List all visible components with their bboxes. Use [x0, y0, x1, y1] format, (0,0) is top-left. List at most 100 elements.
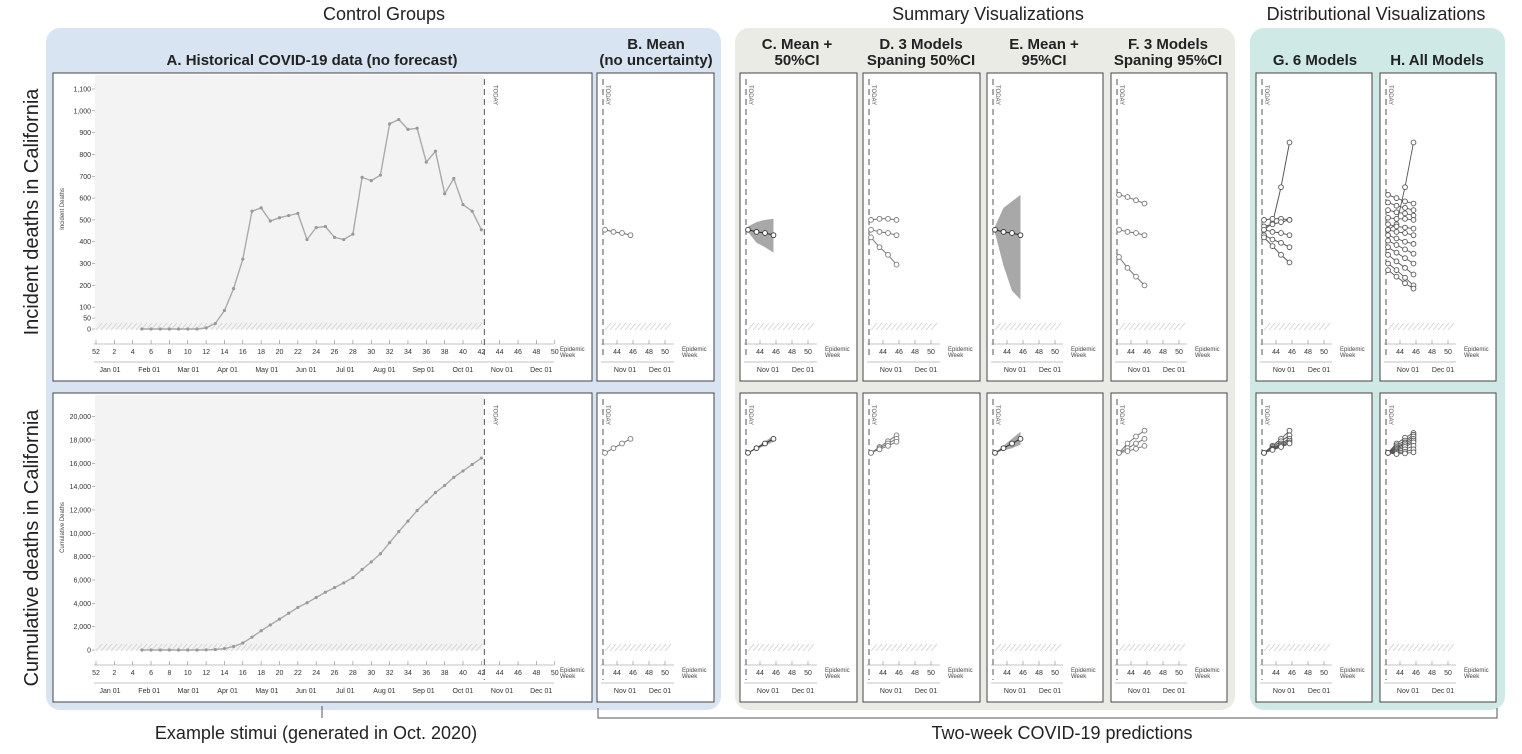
- history-point: [470, 462, 474, 467]
- x-tick-label: 50: [1051, 670, 1059, 677]
- x-tick-label: 18: [257, 670, 265, 677]
- history-point: [443, 483, 447, 488]
- model-12-point: [1410, 285, 1417, 292]
- model-8-point: [1410, 250, 1417, 257]
- hatch-line: [230, 322, 238, 331]
- model-1-line: [1118, 438, 1145, 454]
- epidemic-week-label-2: Week: [1195, 353, 1211, 359]
- model-8-point: [1402, 450, 1408, 457]
- x-tick-label: 48: [788, 670, 796, 677]
- x-tick-label: 34: [404, 670, 412, 677]
- hatch-line: [1303, 643, 1311, 652]
- model-3-point: [1261, 226, 1267, 233]
- hatch-line: [330, 643, 338, 652]
- hatch-line: [215, 322, 223, 331]
- x-tick-label: 50: [661, 349, 669, 356]
- month-label: Oct 01: [452, 367, 473, 374]
- hatch-line: [415, 643, 423, 652]
- hatch-line: [1034, 322, 1042, 331]
- y-axis-label: Cumulative Deaths: [60, 502, 66, 553]
- history-point: [158, 327, 162, 331]
- model-5-line: [1263, 443, 1290, 454]
- y-tick-label: 4,000: [73, 601, 91, 608]
- history-point: [140, 327, 144, 331]
- x-tick-label: 24: [312, 670, 320, 677]
- model-0-line: [1263, 142, 1290, 231]
- hatch-line: [455, 322, 463, 331]
- history-point: [314, 225, 318, 230]
- model-5-point: [1269, 447, 1276, 453]
- model-0-line: [1387, 142, 1414, 231]
- x-tick-label: 6: [149, 349, 153, 356]
- mean-point: [992, 226, 998, 233]
- model-3-point: [1393, 209, 1400, 216]
- x-tick-label: 44: [496, 670, 504, 677]
- hatch-line: [125, 322, 133, 331]
- history-region: [95, 75, 484, 329]
- hatch-line: [1268, 322, 1276, 331]
- model-4-line: [1263, 234, 1290, 248]
- hatch-line: [1387, 322, 1395, 331]
- model-6-line: [1387, 229, 1414, 236]
- mean-point: [992, 449, 998, 456]
- epidemic-week-label-1: Epidemic: [948, 347, 973, 353]
- hatch-line: [905, 322, 913, 331]
- model-5-point: [1393, 223, 1400, 230]
- history-point: [287, 611, 291, 615]
- hatch-line: [782, 322, 790, 331]
- model-1-point: [893, 232, 900, 239]
- hatch-line: [1412, 643, 1420, 652]
- history-point: [186, 327, 190, 331]
- mean-point: [602, 226, 608, 233]
- hatch-line: [285, 322, 293, 331]
- x-tick-label: 44: [1003, 349, 1011, 356]
- row-label-cumulative: Cumulative deaths in California: [21, 409, 43, 687]
- hatch-line: [315, 643, 323, 652]
- hatch-line: [629, 322, 637, 331]
- epidemic-week-label-1: Epidemic: [948, 668, 973, 674]
- y-tick-label: 200: [79, 283, 91, 290]
- model-1-point: [1116, 226, 1122, 233]
- x-tick-label: 48: [1035, 670, 1043, 677]
- month-label: Jan 01: [99, 367, 120, 374]
- model-1-point: [1133, 230, 1139, 236]
- model-0-point: [1410, 139, 1417, 146]
- epidemic-week-label-1: Epidemic: [825, 668, 850, 674]
- hatch-line: [787, 322, 795, 331]
- model-6-point: [1385, 226, 1391, 233]
- hatch-line: [1138, 322, 1146, 331]
- hatch-line: [345, 322, 353, 331]
- epidemic-week-label-2: Week: [1340, 353, 1356, 359]
- today-label: TODAY: [747, 405, 753, 425]
- hatch-line: [792, 643, 800, 652]
- hatch-line: [335, 322, 343, 331]
- hatch-line: [315, 322, 323, 331]
- panel-f-title-2: Spaning 95%CI: [1114, 52, 1222, 69]
- x-tick-label: 46: [514, 349, 522, 356]
- hatch-line: [797, 643, 805, 652]
- x-tick-label: 52: [92, 670, 100, 677]
- x-tick-label: 4: [131, 349, 135, 356]
- hatch-line: [880, 322, 888, 331]
- hatch-line: [875, 322, 883, 331]
- today-label: TODAY: [604, 85, 610, 105]
- x-tick-label: 14: [221, 670, 229, 677]
- today-label: TODAY: [1263, 85, 1269, 105]
- epidemic-week-label-1: Epidemic: [1071, 668, 1096, 674]
- model-1-point: [876, 229, 883, 235]
- model-7-point: [1410, 241, 1417, 247]
- hatch-line: [385, 643, 393, 652]
- model-0-line: [870, 218, 897, 221]
- hatch-line: [664, 322, 672, 331]
- x-tick-label: 2: [112, 670, 116, 677]
- month-label: Dec 01: [1432, 367, 1454, 374]
- hatch-line: [920, 322, 928, 331]
- hatch-line: [624, 322, 632, 331]
- today-label: TODAY: [870, 85, 876, 105]
- model-5-line: [1387, 223, 1414, 230]
- hatch-line: [280, 322, 288, 331]
